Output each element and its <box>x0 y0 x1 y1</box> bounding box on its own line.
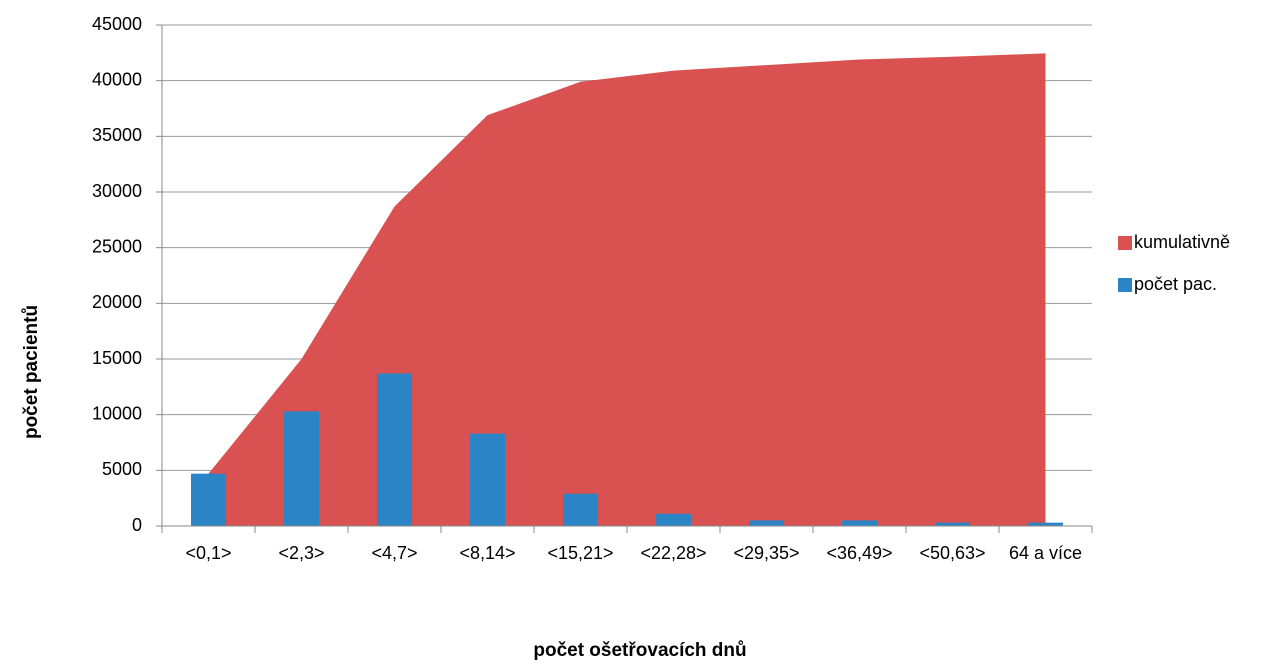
bar <box>191 473 226 526</box>
x-tick-label: 64 a více <box>1009 543 1082 563</box>
legend-swatch <box>1118 236 1132 250</box>
y-tick-label: 25000 <box>92 236 142 256</box>
y-axis-title: počet pacientů <box>21 305 42 439</box>
x-tick-label: <4,7> <box>371 543 417 563</box>
legend-label: počet pac. <box>1134 274 1217 294</box>
x-tick-label: <36,49> <box>826 543 892 563</box>
x-tick-label: <15,21> <box>547 543 613 563</box>
bar <box>563 493 598 526</box>
x-tick-label: <2,3> <box>278 543 324 563</box>
x-axis-title: počet ošetřovacích dnů <box>533 640 746 661</box>
bar <box>377 373 412 526</box>
bar <box>842 520 877 526</box>
y-tick-label: 45000 <box>92 14 142 34</box>
bar <box>656 513 691 526</box>
legend-swatch <box>1118 278 1132 292</box>
bar <box>470 433 505 526</box>
y-tick-label: 30000 <box>92 181 142 201</box>
bar <box>284 411 319 526</box>
y-tick-label: 10000 <box>92 403 142 423</box>
bar <box>1028 522 1063 526</box>
x-tick-label: <22,28> <box>640 543 706 563</box>
bar <box>749 520 784 526</box>
y-tick-label: 0 <box>132 515 142 535</box>
x-tick-label: <0,1> <box>185 543 231 563</box>
x-tick-label: <50,63> <box>919 543 985 563</box>
y-tick-label: 40000 <box>92 69 142 89</box>
y-tick-label: 15000 <box>92 348 142 368</box>
y-tick-label: 35000 <box>92 125 142 145</box>
x-tick-label: <8,14> <box>459 543 515 563</box>
y-tick-label: 20000 <box>92 292 142 312</box>
x-tick-label: <29,35> <box>733 543 799 563</box>
area <box>208 53 1046 526</box>
legend-label: kumulativně <box>1134 232 1230 252</box>
y-tick-label: 5000 <box>102 459 142 479</box>
bar <box>935 522 970 526</box>
